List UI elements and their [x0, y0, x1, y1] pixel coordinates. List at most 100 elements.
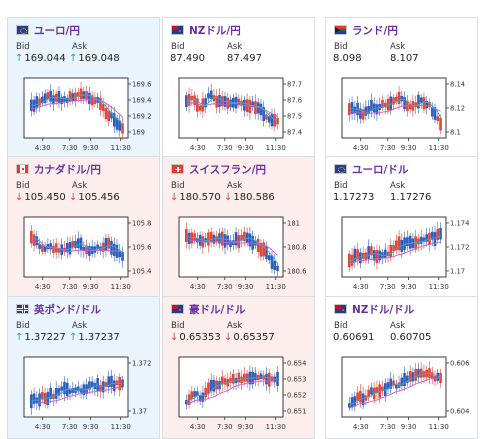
candle	[63, 96, 66, 103]
candlestick-chart[interactable]: 4:30 7:30 9:30 11:30 0.654 0.653 0.652 0.651	[171, 353, 308, 435]
x-tick-label: 4:30	[353, 283, 369, 291]
currency-pair-link[interactable]: NZドル/ドル	[352, 303, 415, 316]
bid-value: ↑1.37227	[15, 332, 66, 343]
arrow-up-icon: ↑	[69, 53, 78, 64]
moving-average-long	[31, 99, 123, 118]
rate-card[interactable]: スイスフラン/円 Bid Ask ↓180.570 ↓180.586 4:30 7:30 9:…	[162, 156, 315, 299]
ch-flag-icon	[171, 164, 184, 174]
x-tick-label: 11:30	[266, 283, 286, 291]
y-tick-label: 8.12	[450, 105, 465, 113]
bid-value: ↓0.65353	[170, 332, 221, 343]
bid-label: Bid	[16, 42, 30, 52]
rate-card[interactable]: 英ポンド/ドル Bid Ask ↑1.37227 ↑1.37237 4:30 7:30 9:3…	[7, 296, 160, 439]
currency-pair-link[interactable]: ユーロ/円	[34, 24, 80, 37]
candlestick-chart[interactable]: 4:30 7:30 9:30 11:30 1.174 1.172 1.17	[334, 213, 471, 295]
candle	[262, 242, 266, 257]
bid-label: Bid	[334, 181, 348, 191]
ask-value-text: 1.17276	[390, 192, 432, 203]
candle	[237, 98, 241, 106]
candle	[101, 242, 105, 252]
currency-pair-link[interactable]: ランド/円	[352, 24, 398, 37]
rate-card[interactable]: カナダドル/円 Bid Ask ↓105.450 ↓105.456 4:30 7:30 9:3…	[7, 156, 160, 299]
x-tick-label: 4:30	[35, 144, 51, 152]
currency-pair-link[interactable]: カナダドル/円	[34, 163, 101, 176]
currency-pair-link[interactable]: 英ポンド/ドル	[34, 303, 101, 316]
candle	[204, 98, 207, 108]
candlestick-chart[interactable]: 4:30 7:30 9:30 11:30 0.606 0.604	[334, 353, 471, 435]
ask-value: 87.497	[227, 53, 262, 64]
rate-card[interactable]: 豪ドル/ドル Bid Ask ↓0.65353 ↓0.65357 4:30 7:30 9:30…	[162, 296, 315, 439]
candlestick-chart[interactable]: 4:30 7:30 9:30 11:30 87.7 87.6 87.5 87.4	[171, 74, 308, 156]
candle	[204, 387, 207, 398]
candle	[389, 96, 393, 111]
candle	[68, 241, 72, 255]
candle	[428, 101, 431, 107]
card-header: NZドル/ドル	[334, 302, 414, 316]
candle	[207, 232, 210, 246]
rate-card[interactable]: NZドル/円 Bid Ask 87.490 87.497 4:30 7:30 9:30 11:3…	[162, 17, 315, 160]
bid-value: ↑169.044	[15, 53, 66, 64]
candle	[273, 260, 277, 270]
candle	[52, 95, 55, 105]
y-tick-label: 1.372	[132, 360, 151, 368]
candle	[193, 391, 196, 397]
x-tick-label: 7:30	[217, 144, 233, 152]
candle	[425, 101, 429, 109]
currency-pair-link[interactable]: 豪ドル/ドル	[189, 303, 246, 316]
x-tick-label: 9:30	[401, 144, 417, 152]
candle	[207, 93, 210, 99]
candle	[419, 236, 423, 244]
candle	[68, 388, 72, 394]
candle	[88, 92, 91, 105]
ask-value-text: 87.497	[227, 53, 262, 64]
x-tick-label: 4:30	[190, 283, 206, 291]
candle	[107, 376, 111, 388]
candlestick-chart[interactable]: 4:30 7:30 9:30 11:30 181 180.8 180.6	[171, 213, 308, 295]
candle	[370, 99, 373, 111]
bid-value: ↓105.450	[15, 192, 66, 203]
candle	[270, 255, 274, 270]
x-tick-label: 11:30	[111, 423, 131, 431]
x-tick-label: 11:30	[429, 144, 449, 152]
bid-value-text: 0.65353	[179, 332, 221, 343]
candle	[112, 380, 116, 392]
candle	[425, 234, 429, 242]
rate-card[interactable]: ユーロ/円 Bid Ask ↑169.044 ↑169.048 4:30 7:30 9:30 1…	[7, 17, 160, 160]
candlestick-chart[interactable]: 4:30 7:30 9:30 11:30 105.8 105.6 105.4	[16, 213, 153, 295]
candle	[118, 250, 122, 258]
candle	[419, 97, 423, 103]
candle	[93, 246, 97, 253]
candle	[74, 92, 77, 101]
eu-flag-icon	[334, 164, 347, 174]
rate-card[interactable]: NZドル/ドル Bid Ask 0.60691 0.60705 4:30 7:30 9:30 1…	[325, 296, 478, 439]
candle	[71, 388, 75, 393]
candle	[395, 383, 398, 389]
bid-label: Bid	[171, 321, 185, 331]
x-tick-label: 7:30	[380, 144, 396, 152]
candle	[57, 248, 61, 253]
candle	[79, 88, 83, 100]
candle	[395, 96, 398, 102]
ask-value-text: 8.107	[390, 53, 419, 64]
card-header: ユーロ/ドル	[334, 162, 408, 176]
ask-value-text: 180.586	[233, 192, 275, 203]
rate-card[interactable]: ユーロ/ドル Bid Ask 1.17273 1.17276 4:30 7:30 9:30 11…	[325, 156, 478, 299]
au-flag-icon	[171, 304, 184, 314]
candle	[381, 386, 384, 391]
candle	[190, 232, 194, 244]
candlestick-chart[interactable]: 4:30 7:30 9:30 11:30 1.372 1.37	[16, 353, 153, 435]
ask-value: 8.107	[390, 53, 419, 64]
candle	[245, 373, 249, 382]
candle	[185, 229, 188, 243]
candle	[414, 368, 417, 381]
candle	[406, 237, 409, 247]
candlestick-chart[interactable]: 4:30 7:30 9:30 11:30 169.6 169.4 169.2 169	[16, 74, 153, 156]
candle	[430, 231, 434, 240]
candlestick-chart[interactable]: 4:30 7:30 9:30 11:30 8.14 8.12 8.1	[334, 74, 471, 156]
plot-area	[341, 356, 447, 418]
rate-card[interactable]: ランド/円 Bid Ask 8.098 8.107 4:30 7:30 9:30 11:30 8.…	[325, 17, 478, 160]
currency-pair-link[interactable]: ユーロ/ドル	[352, 163, 409, 176]
currency-pair-link[interactable]: スイスフラン/円	[189, 163, 267, 176]
gb-flag-icon	[16, 304, 29, 314]
currency-pair-link[interactable]: NZドル/円	[189, 24, 241, 37]
